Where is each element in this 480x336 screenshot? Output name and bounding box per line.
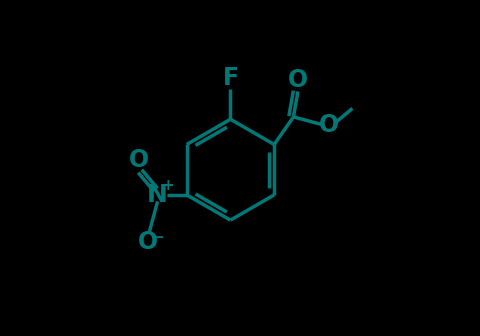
Text: F: F bbox=[222, 66, 239, 90]
Text: N: N bbox=[147, 183, 168, 207]
Text: +: + bbox=[161, 178, 174, 193]
Text: O: O bbox=[288, 68, 308, 92]
Text: −: − bbox=[151, 230, 164, 245]
Text: O: O bbox=[138, 230, 158, 254]
Text: O: O bbox=[129, 148, 149, 172]
Text: O: O bbox=[319, 113, 339, 137]
